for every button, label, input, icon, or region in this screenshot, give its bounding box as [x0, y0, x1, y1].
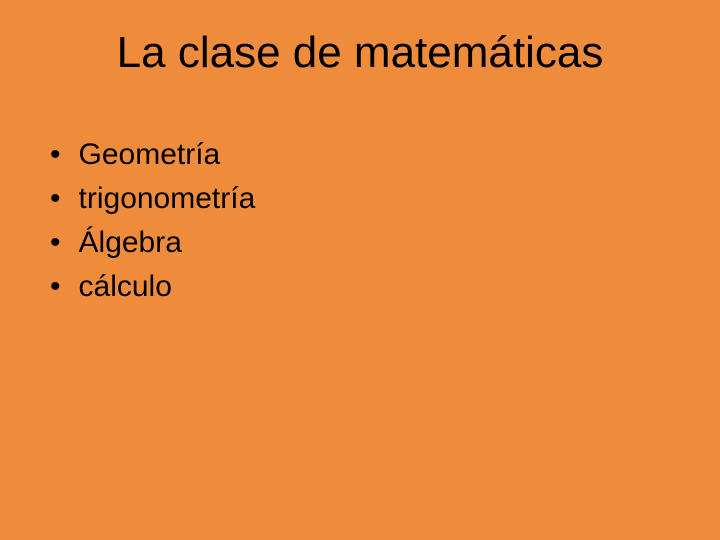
slide-title: La clase de matemáticas [0, 28, 720, 78]
bullet-list: • Geometría • trigonometría • Álgebra • … [50, 140, 255, 316]
bullet-icon: • [50, 184, 61, 214]
bullet-text: cálculo [79, 272, 172, 302]
list-item: • Álgebra [50, 228, 255, 258]
list-item: • trigonometría [50, 184, 255, 214]
bullet-text: Álgebra [79, 228, 182, 258]
list-item: • Geometría [50, 140, 255, 170]
bullet-text: Geometría [79, 140, 221, 170]
bullet-icon: • [50, 140, 61, 170]
bullet-icon: • [50, 272, 61, 302]
bullet-text: trigonometría [79, 184, 256, 214]
slide: La clase de matemáticas • Geometría • tr… [0, 0, 720, 540]
bullet-icon: • [50, 228, 61, 258]
list-item: • cálculo [50, 272, 255, 302]
